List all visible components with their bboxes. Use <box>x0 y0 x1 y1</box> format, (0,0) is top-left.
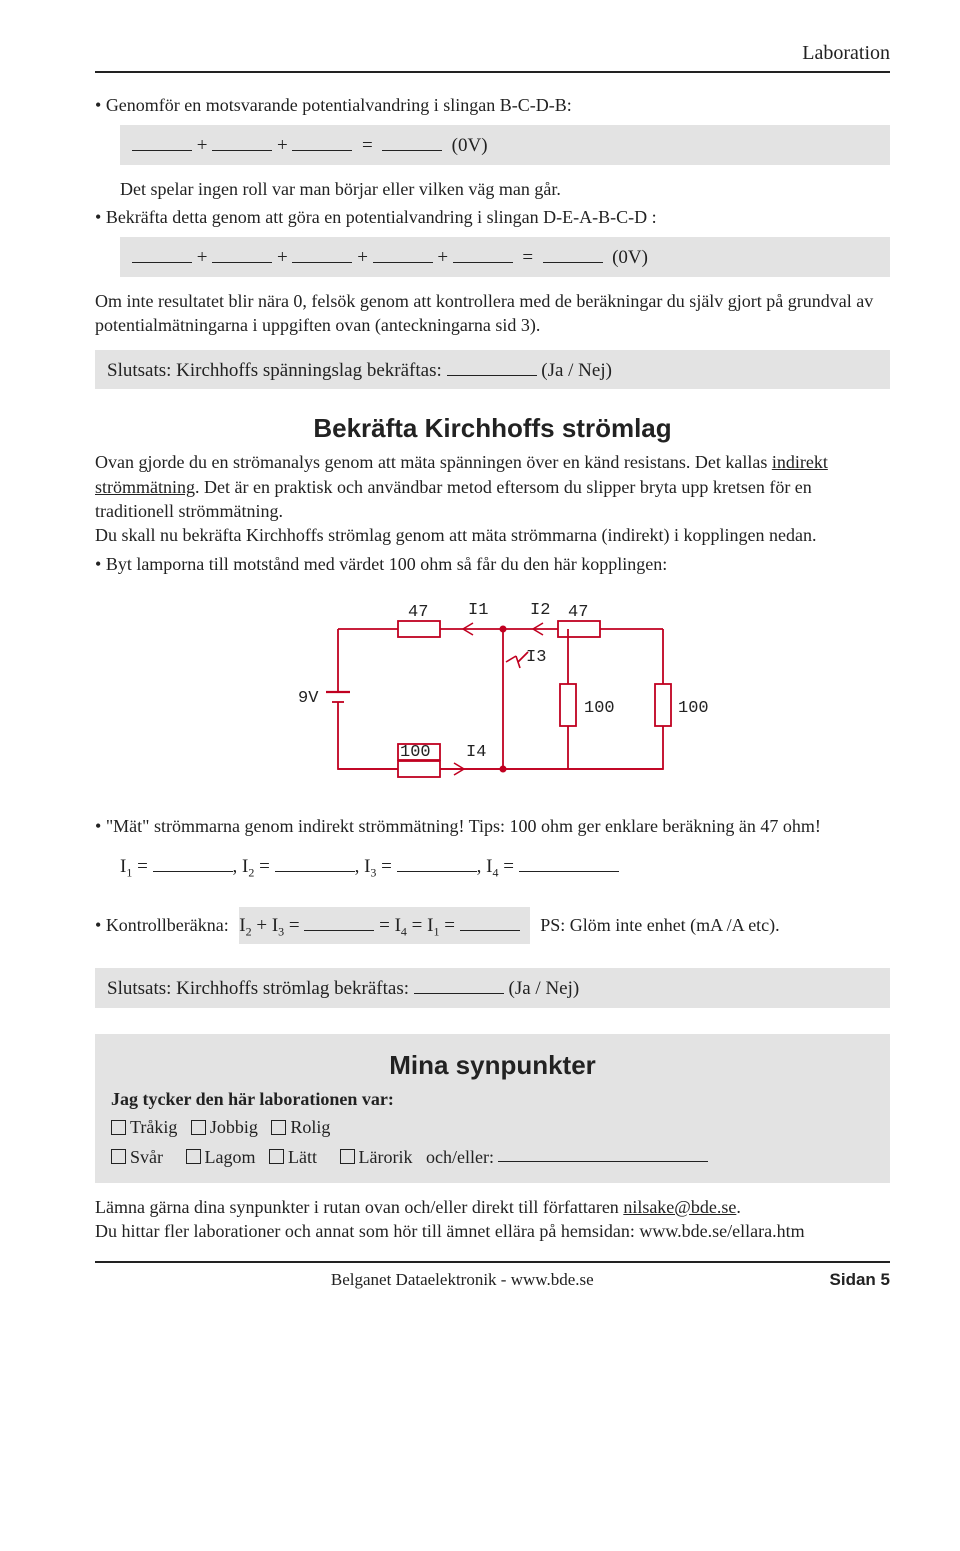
label-r100b: 100 <box>584 699 615 718</box>
concl2-opts: (Ja / Nej) <box>509 978 580 999</box>
p2-text: Bekräfta detta genom att göra en potenti… <box>106 207 657 227</box>
feedback-row1: Tråkig Jobbig Rolig <box>111 1115 874 1139</box>
bottom-rule <box>95 1261 890 1263</box>
checkbox[interactable] <box>111 1120 126 1135</box>
circuit-diagram: 9V 47 47 I1 I2 I3 I4 100 100 100 <box>95 584 890 800</box>
p1-line3: Om inte resultatet blir nära 0, felsök g… <box>95 289 890 338</box>
checkbox[interactable] <box>269 1149 284 1164</box>
bullet-p4: • "Mät" strömmarna genom indirekt strömm… <box>95 814 890 838</box>
checkbox[interactable] <box>186 1149 201 1164</box>
label-i1: I1 <box>468 601 488 620</box>
blank[interactable] <box>292 243 352 263</box>
label-r47b: 47 <box>568 603 588 622</box>
zero-v: (0V) <box>452 135 488 156</box>
blank[interactable] <box>447 356 537 376</box>
footer-left: Belganet Dataelektronik - www.bde.se <box>331 1269 594 1292</box>
top-rule <box>95 71 890 73</box>
p1-line2: Det spelar ingen roll var man börjar ell… <box>120 177 890 201</box>
tail-line2: Du hittar fler laborationer och annat so… <box>95 1219 890 1243</box>
equation-box-1[interactable]: + + = (0V) <box>120 125 890 165</box>
blank[interactable] <box>132 131 192 151</box>
checkbox[interactable] <box>191 1120 206 1135</box>
feedback-row2: Svår Lagom Lätt Lärorik och/eller: <box>111 1144 874 1169</box>
opt-trakig: Tråkig <box>130 1117 177 1137</box>
feedback-lead: Jag tycker den här laborationen var: <box>111 1087 874 1111</box>
concl1-pre: Slutsats: Kirchhoffs spänningslag bekräf… <box>107 360 442 381</box>
footer-page: Sidan 5 <box>830 1269 890 1292</box>
concl2-pre: Slutsats: Kirchhoffs strömlag bekräftas: <box>107 978 409 999</box>
blank[interactable] <box>212 243 272 263</box>
p1-text: Genomför en motsvarande potentialvandrin… <box>106 95 572 115</box>
zero-v: (0V) <box>612 247 648 268</box>
feedback-title: Mina synpunkter <box>111 1048 874 1083</box>
feedback-suffix: och/eller: <box>426 1146 494 1166</box>
tail1b-email[interactable]: nilsake@bde.se <box>623 1197 736 1217</box>
label-r100a: 100 <box>400 743 431 762</box>
label-r47a: 47 <box>408 603 428 622</box>
blank[interactable] <box>397 852 477 872</box>
blank[interactable] <box>153 852 233 872</box>
checkbox[interactable] <box>271 1120 286 1135</box>
blank[interactable] <box>382 131 442 151</box>
checkbox[interactable] <box>111 1149 126 1164</box>
kontroll-box[interactable]: I2 + I3 = = I4 = I1 = <box>239 907 529 944</box>
conclusion-box-1[interactable]: Slutsats: Kirchhoffs spänningslag bekräf… <box>95 350 890 390</box>
blank[interactable] <box>519 852 619 872</box>
blank[interactable] <box>292 131 352 151</box>
p4-text: "Mät" strömmarna genom indirekt strömmät… <box>106 816 821 836</box>
opt-svar: Svår <box>130 1146 163 1166</box>
blank[interactable] <box>453 243 513 263</box>
label-9v: 9V <box>298 689 319 708</box>
sec2-body1: Ovan gjorde du en strömanalys genom att … <box>95 450 890 523</box>
tail1a: Lämna gärna dina synpunkter i rutan ovan… <box>95 1197 623 1217</box>
blank[interactable] <box>304 911 374 931</box>
conclusion-box-2[interactable]: Slutsats: Kirchhoffs strömlag bekräftas:… <box>95 968 890 1008</box>
equation-box-2[interactable]: + + + + = (0V) <box>120 237 890 277</box>
sec2-b1c: . Det är en praktisk och användbar metod… <box>95 477 812 521</box>
sec2-b1a: Ovan gjorde du en strömanalys genom att … <box>95 452 772 472</box>
label-i2: I2 <box>530 601 550 620</box>
footer: Belganet Dataelektronik - www.bde.se Sid… <box>95 1269 890 1292</box>
bullet-p1: • Genomför en motsvarande potentialvandr… <box>95 93 890 117</box>
blank[interactable] <box>498 1144 708 1163</box>
p3-text: Byt lamporna till motstånd med värdet 10… <box>106 554 667 574</box>
header-label: Laboration <box>95 40 890 67</box>
opt-rolig: Rolig <box>290 1117 330 1137</box>
kontroll-ps: PS: Glöm inte enhet (mA /A etc). <box>540 915 779 935</box>
opt-jobbig: Jobbig <box>210 1117 258 1137</box>
blank[interactable] <box>460 911 520 931</box>
blank[interactable] <box>275 852 355 872</box>
section-title-2: Bekräfta Kirchhoffs strömlag <box>95 411 890 446</box>
blank[interactable] <box>212 131 272 151</box>
sec2-body2: Du skall nu bekräfta Kirchhoffs strömlag… <box>95 523 890 547</box>
bullet-p2: • Bekräfta detta genom att göra en poten… <box>95 205 890 229</box>
opt-larorik: Lärorik <box>359 1146 413 1166</box>
blank[interactable] <box>373 243 433 263</box>
bullet-kontroll: • Kontrollberäkna: I2 + I3 = = I4 = I1 =… <box>95 907 890 944</box>
kontroll-label: Kontrollberäkna: <box>106 915 229 935</box>
blank[interactable] <box>414 974 504 994</box>
opt-latt: Lätt <box>288 1146 317 1166</box>
blank[interactable] <box>543 243 603 263</box>
label-r100c: 100 <box>678 699 709 718</box>
tail1c: . <box>736 1197 741 1217</box>
label-i3: I3 <box>526 648 546 667</box>
bullet-p3: • Byt lamporna till motstånd med värdet … <box>95 552 890 576</box>
checkbox[interactable] <box>340 1149 355 1164</box>
label-i4: I4 <box>466 743 486 762</box>
feedback-box[interactable]: Mina synpunkter Jag tycker den här labor… <box>95 1034 890 1183</box>
current-measure-line[interactable]: I1 = , I2 = , I3 = , I4 = <box>120 852 890 881</box>
blank[interactable] <box>132 243 192 263</box>
concl1-opts: (Ja / Nej) <box>541 360 612 381</box>
opt-lagom: Lagom <box>205 1146 256 1166</box>
tail-line1: Lämna gärna dina synpunkter i rutan ovan… <box>95 1195 890 1219</box>
